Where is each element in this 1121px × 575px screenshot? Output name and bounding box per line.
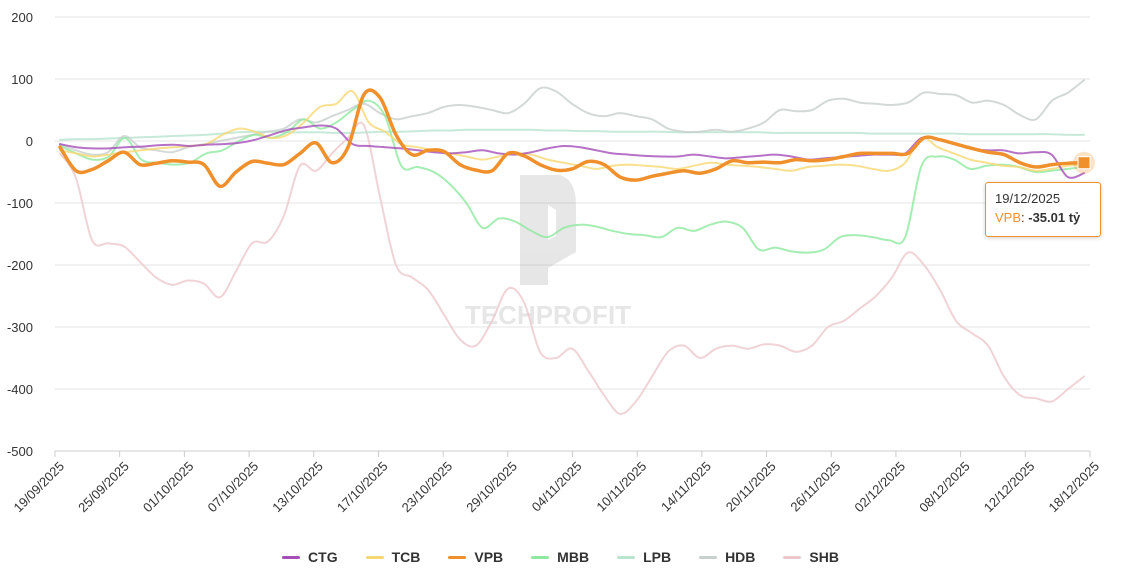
series-line-mbb[interactable]: [59, 99, 1085, 254]
hover-point[interactable]: [1077, 156, 1091, 170]
y-tick-label: -500: [7, 444, 33, 459]
watermark-logo-icon: [520, 175, 576, 285]
legend-swatch: [282, 555, 301, 559]
y-tick-label: -300: [7, 320, 33, 335]
legend-swatch: [699, 555, 718, 559]
legend-label: TCB: [391, 549, 421, 565]
tooltip-separator: :: [1021, 210, 1029, 225]
legend: CTG TCB VPB MBB LPB HDB SHB: [0, 546, 1121, 568]
x-tick-label: 26/11/2025: [787, 459, 843, 515]
legend-swatch: [365, 555, 384, 559]
legend-label: SHB: [809, 549, 839, 565]
legend-label: LPB: [643, 549, 672, 565]
x-tick-label: 19/09/2025: [10, 459, 67, 516]
legend-item-hdb[interactable]: HDB: [699, 549, 755, 565]
series-line-vpb[interactable]: [58, 88, 1086, 189]
legend-item-vpb[interactable]: VPB: [448, 549, 503, 565]
series-line-hdb[interactable]: [59, 79, 1085, 156]
legend-label: VPB: [474, 549, 504, 565]
legend-swatch: [617, 555, 636, 559]
x-tick-label: 08/12/2025: [916, 459, 973, 516]
series-lines: [58, 79, 1086, 415]
legend-label: MBB: [557, 549, 590, 565]
series-line-ctg[interactable]: [59, 124, 1085, 179]
x-tick-label: 01/10/2025: [140, 459, 197, 516]
series-line-shb[interactable]: [59, 121, 1085, 415]
legend-swatch: [531, 555, 550, 559]
line-chart: TECHPROFIT 200 100 0 -100 -200 -300 -400 -500 1…: [7, 10, 1102, 516]
legend-item-tcb[interactable]: TCB: [365, 549, 421, 565]
legend-item-lpb[interactable]: LPB: [617, 549, 671, 565]
x-tick-label: 20/11/2025: [723, 459, 779, 515]
x-axis: 19/09/2025 25/09/2025 01/10/2025 07/10/2025…: [10, 450, 1102, 516]
watermark-text: TECHPROFIT: [465, 300, 631, 330]
legend-item-mbb[interactable]: MBB: [531, 549, 589, 565]
legend-label: CTG: [308, 549, 338, 565]
x-tick-label: 13/10/2025: [269, 459, 326, 516]
legend-item-shb[interactable]: SHB: [783, 549, 839, 565]
legend-item-ctg[interactable]: CTG: [282, 549, 338, 565]
x-tick-label: 29/10/2025: [463, 459, 520, 516]
y-tick-label: -400: [7, 382, 33, 397]
y-axis: 200 100 0 -100 -200 -300 -400 -500: [7, 10, 33, 459]
x-tick-label: 10/11/2025: [593, 459, 649, 515]
x-tick-label: 23/10/2025: [399, 459, 456, 516]
legend-label: HDB: [725, 549, 756, 565]
watermark: TECHPROFIT: [465, 175, 631, 330]
tooltip: 19/12/2025 VPB: -35.01 tỷ: [985, 182, 1101, 237]
tooltip-date: 19/12/2025: [995, 191, 1061, 206]
x-tick-label: 25/09/2025: [75, 459, 132, 516]
tooltip-value: -35.01 tỷ: [1028, 210, 1081, 225]
y-tick-label: 200: [11, 10, 33, 25]
hover-marker: [1073, 151, 1095, 174]
x-tick-label: 07/10/2025: [205, 459, 262, 516]
legend-swatch: [783, 555, 802, 559]
tooltip-series: VPB: [995, 210, 1022, 225]
x-tick-label: 04/11/2025: [529, 459, 585, 515]
x-tick-label: 12/12/2025: [981, 459, 1038, 516]
legend-swatch: [448, 555, 467, 559]
series-line-lpb[interactable]: [59, 128, 1085, 141]
grid-lines: [55, 16, 1090, 452]
y-tick-label: 0: [26, 134, 33, 149]
x-tick-label: 18/12/2025: [1045, 459, 1102, 516]
x-tick-label: 02/12/2025: [851, 459, 908, 516]
y-tick-label: -200: [7, 258, 33, 273]
x-tick-label: 14/11/2025: [658, 459, 714, 515]
y-tick-label: -100: [7, 196, 33, 211]
x-tick-label: 17/10/2025: [334, 459, 391, 516]
y-tick-label: 100: [11, 72, 33, 87]
